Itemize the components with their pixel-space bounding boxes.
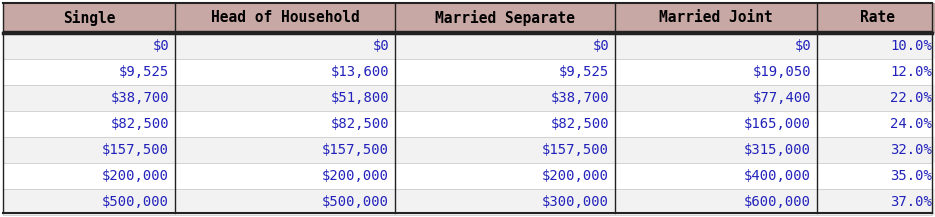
Text: $38,700: $38,700 <box>551 90 609 105</box>
Text: Single: Single <box>63 10 115 26</box>
Bar <box>175 33 395 59</box>
Bar <box>175 136 395 163</box>
Text: $9,525: $9,525 <box>119 64 169 79</box>
Text: $0: $0 <box>794 38 811 53</box>
Bar <box>817 110 935 136</box>
Text: 37.0%: 37.0% <box>890 194 932 209</box>
Text: $157,500: $157,500 <box>322 143 389 156</box>
Text: $77,400: $77,400 <box>753 90 811 105</box>
Bar <box>395 189 615 214</box>
Text: $51,800: $51,800 <box>330 90 389 105</box>
Text: 10.0%: 10.0% <box>890 38 932 53</box>
Text: $82,500: $82,500 <box>551 117 609 130</box>
Text: $165,000: $165,000 <box>744 117 811 130</box>
Bar <box>817 84 935 110</box>
Bar <box>817 33 935 59</box>
Text: $13,600: $13,600 <box>330 64 389 79</box>
Text: $157,500: $157,500 <box>542 143 609 156</box>
Text: $500,000: $500,000 <box>322 194 389 209</box>
Text: 22.0%: 22.0% <box>890 90 932 105</box>
Text: $400,000: $400,000 <box>744 168 811 182</box>
Text: $200,000: $200,000 <box>102 168 169 182</box>
Bar <box>817 3 935 33</box>
Text: $200,000: $200,000 <box>322 168 389 182</box>
Bar <box>175 110 395 136</box>
Text: Married Joint: Married Joint <box>659 10 773 25</box>
Text: $315,000: $315,000 <box>744 143 811 156</box>
Bar <box>615 59 817 84</box>
Text: 12.0%: 12.0% <box>890 64 932 79</box>
Text: Rate: Rate <box>860 10 895 25</box>
Bar <box>395 163 615 189</box>
Bar <box>615 3 817 33</box>
Bar <box>615 189 817 214</box>
Bar <box>395 3 615 33</box>
Bar <box>3 33 175 59</box>
Bar <box>3 59 175 84</box>
Bar <box>3 189 175 214</box>
Bar <box>395 110 615 136</box>
Text: Head of Household: Head of Household <box>210 10 359 25</box>
Text: $157,500: $157,500 <box>102 143 169 156</box>
Bar <box>3 136 175 163</box>
Text: $82,500: $82,500 <box>330 117 389 130</box>
Bar <box>175 163 395 189</box>
Text: 35.0%: 35.0% <box>890 168 932 182</box>
Text: $38,700: $38,700 <box>110 90 169 105</box>
Bar <box>817 136 935 163</box>
Bar <box>615 84 817 110</box>
Text: $82,500: $82,500 <box>110 117 169 130</box>
Bar <box>175 3 395 33</box>
Bar <box>3 84 175 110</box>
Bar <box>395 84 615 110</box>
Text: 24.0%: 24.0% <box>890 117 932 130</box>
Bar <box>395 59 615 84</box>
Text: $500,000: $500,000 <box>102 194 169 209</box>
Text: $9,525: $9,525 <box>559 64 609 79</box>
Text: Married Separate: Married Separate <box>435 10 575 26</box>
Text: $0: $0 <box>592 38 609 53</box>
Bar <box>817 59 935 84</box>
Text: $0: $0 <box>152 38 169 53</box>
Bar <box>175 59 395 84</box>
Bar <box>615 136 817 163</box>
Bar <box>3 163 175 189</box>
Bar <box>817 163 935 189</box>
Bar <box>615 33 817 59</box>
Bar <box>175 189 395 214</box>
Text: $200,000: $200,000 <box>542 168 609 182</box>
Text: 32.0%: 32.0% <box>890 143 932 156</box>
Bar <box>395 33 615 59</box>
Bar <box>817 189 935 214</box>
Text: $19,050: $19,050 <box>753 64 811 79</box>
Bar <box>615 110 817 136</box>
Bar <box>3 110 175 136</box>
Bar <box>175 84 395 110</box>
Bar <box>615 163 817 189</box>
Bar <box>3 3 175 33</box>
Bar <box>395 136 615 163</box>
Text: $300,000: $300,000 <box>542 194 609 209</box>
Text: $600,000: $600,000 <box>744 194 811 209</box>
Text: $0: $0 <box>372 38 389 53</box>
